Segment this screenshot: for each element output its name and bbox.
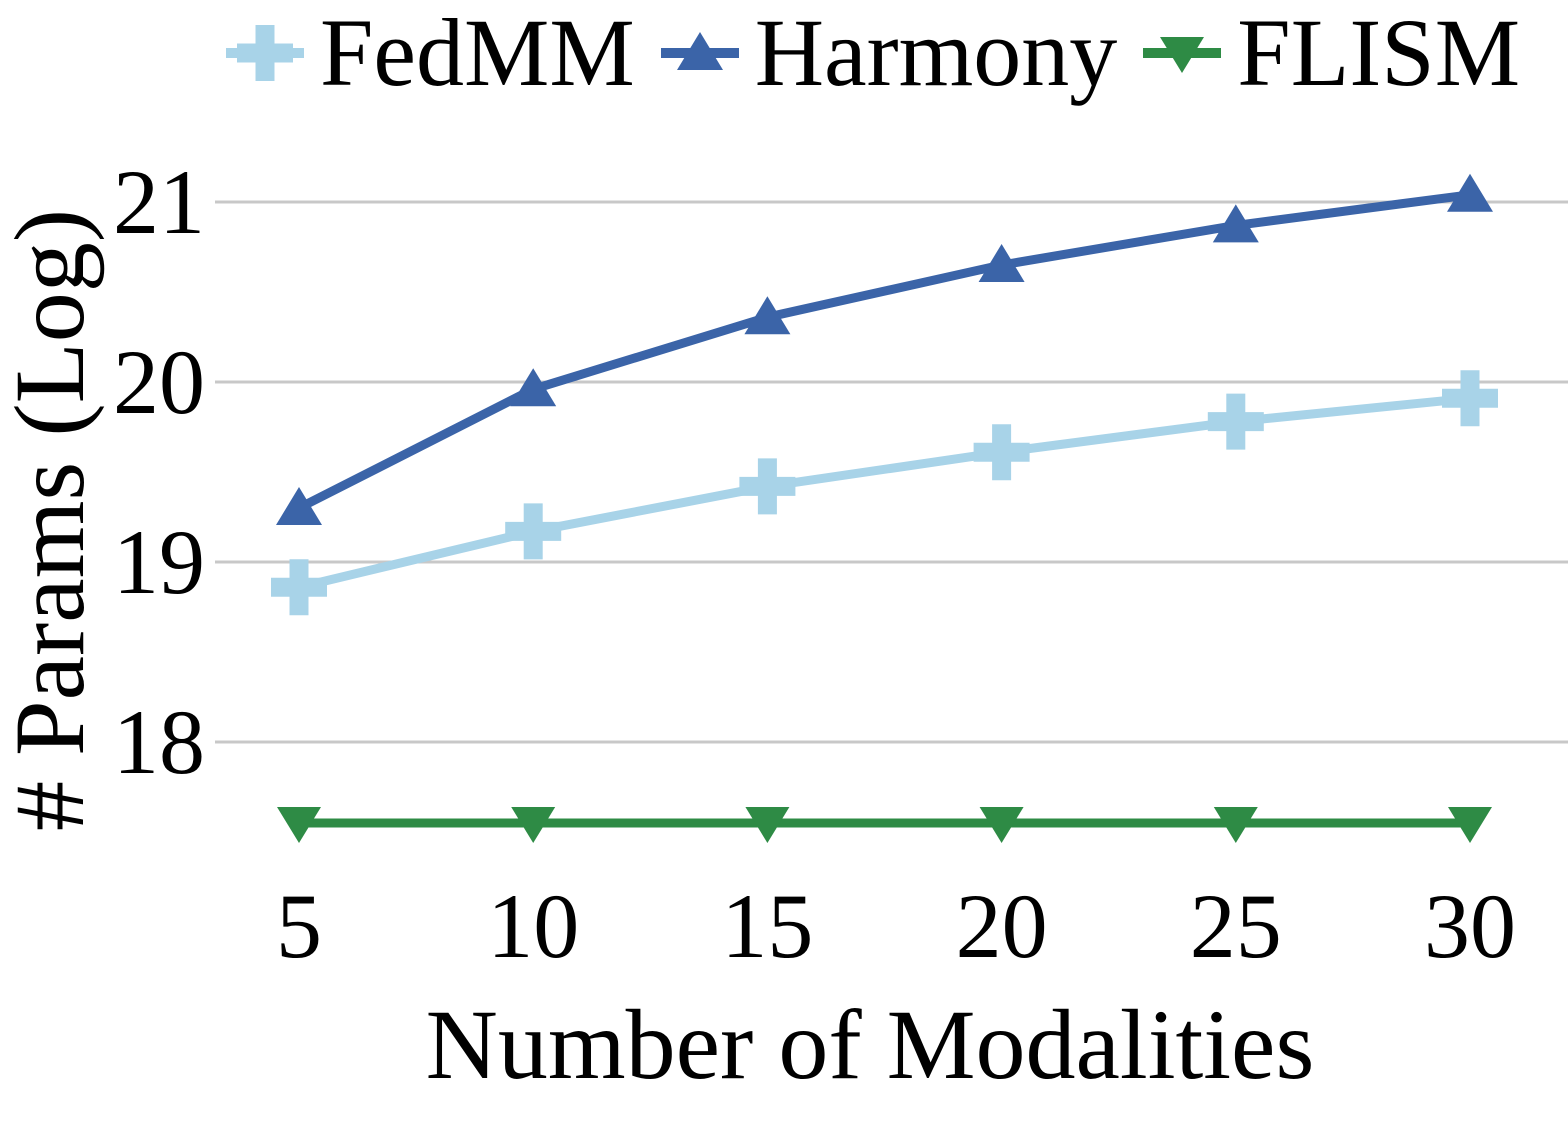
- flism-data-point: [1213, 807, 1258, 843]
- x-tick-label: 30: [1424, 875, 1516, 977]
- y-axis-title: # Params (Log): [0, 208, 105, 832]
- legend-item-harmony: Harmony: [660, 0, 1118, 106]
- y-tick-label: 18: [113, 691, 205, 793]
- flism-data-point: [511, 807, 556, 843]
- fedmm-data-point: [271, 559, 327, 616]
- legend-item-fedmm: FedMM: [226, 3, 635, 103]
- fedmm-data-point: [1207, 393, 1264, 450]
- fedmm-data-point: [505, 503, 562, 560]
- x-axis-title: Number of Modalities: [425, 989, 1315, 1100]
- x-tick-label: 10: [487, 875, 580, 977]
- harmony-triangle-up-marker-icon: [660, 32, 739, 70]
- x-tick-label: 15: [721, 875, 814, 977]
- flism-data-point: [745, 807, 790, 843]
- flism-data-point: [979, 807, 1024, 843]
- harmony-data-point: [1447, 173, 1493, 212]
- x-tick-label: 5: [276, 875, 322, 977]
- fedmm-data-point: [973, 424, 1030, 481]
- x-tick-label: 20: [955, 875, 1048, 977]
- legend-item-flism: FLISM: [1143, 3, 1520, 103]
- harmony-data-point: [744, 296, 791, 335]
- harmony-data-point: [510, 368, 557, 407]
- harmony-data-point: [276, 487, 322, 525]
- y-tick-label: 20: [113, 331, 205, 433]
- flism-data-point: [277, 807, 321, 843]
- harmony-data-point: [1212, 204, 1259, 243]
- legend-label-fedmm: FedMM: [320, 0, 635, 106]
- chart-legend: FedMM Harmony FLISM: [226, 0, 1520, 106]
- flism-triangle-down-marker-icon: [1143, 37, 1222, 73]
- fedmm-data-point: [1442, 370, 1498, 427]
- fedmm-plus-marker-icon: [226, 25, 304, 81]
- y-tick-label: 19: [113, 511, 205, 613]
- flism-data-point: [1448, 807, 1492, 843]
- legend-label-harmony: Harmony: [754, 0, 1118, 106]
- legend-label-flism: FLISM: [1237, 0, 1521, 106]
- x-tick-label: 25: [1189, 875, 1282, 977]
- fedmm-data-point: [739, 458, 796, 515]
- harmony-data-point: [978, 244, 1025, 282]
- y-tick-label: 21: [113, 151, 205, 253]
